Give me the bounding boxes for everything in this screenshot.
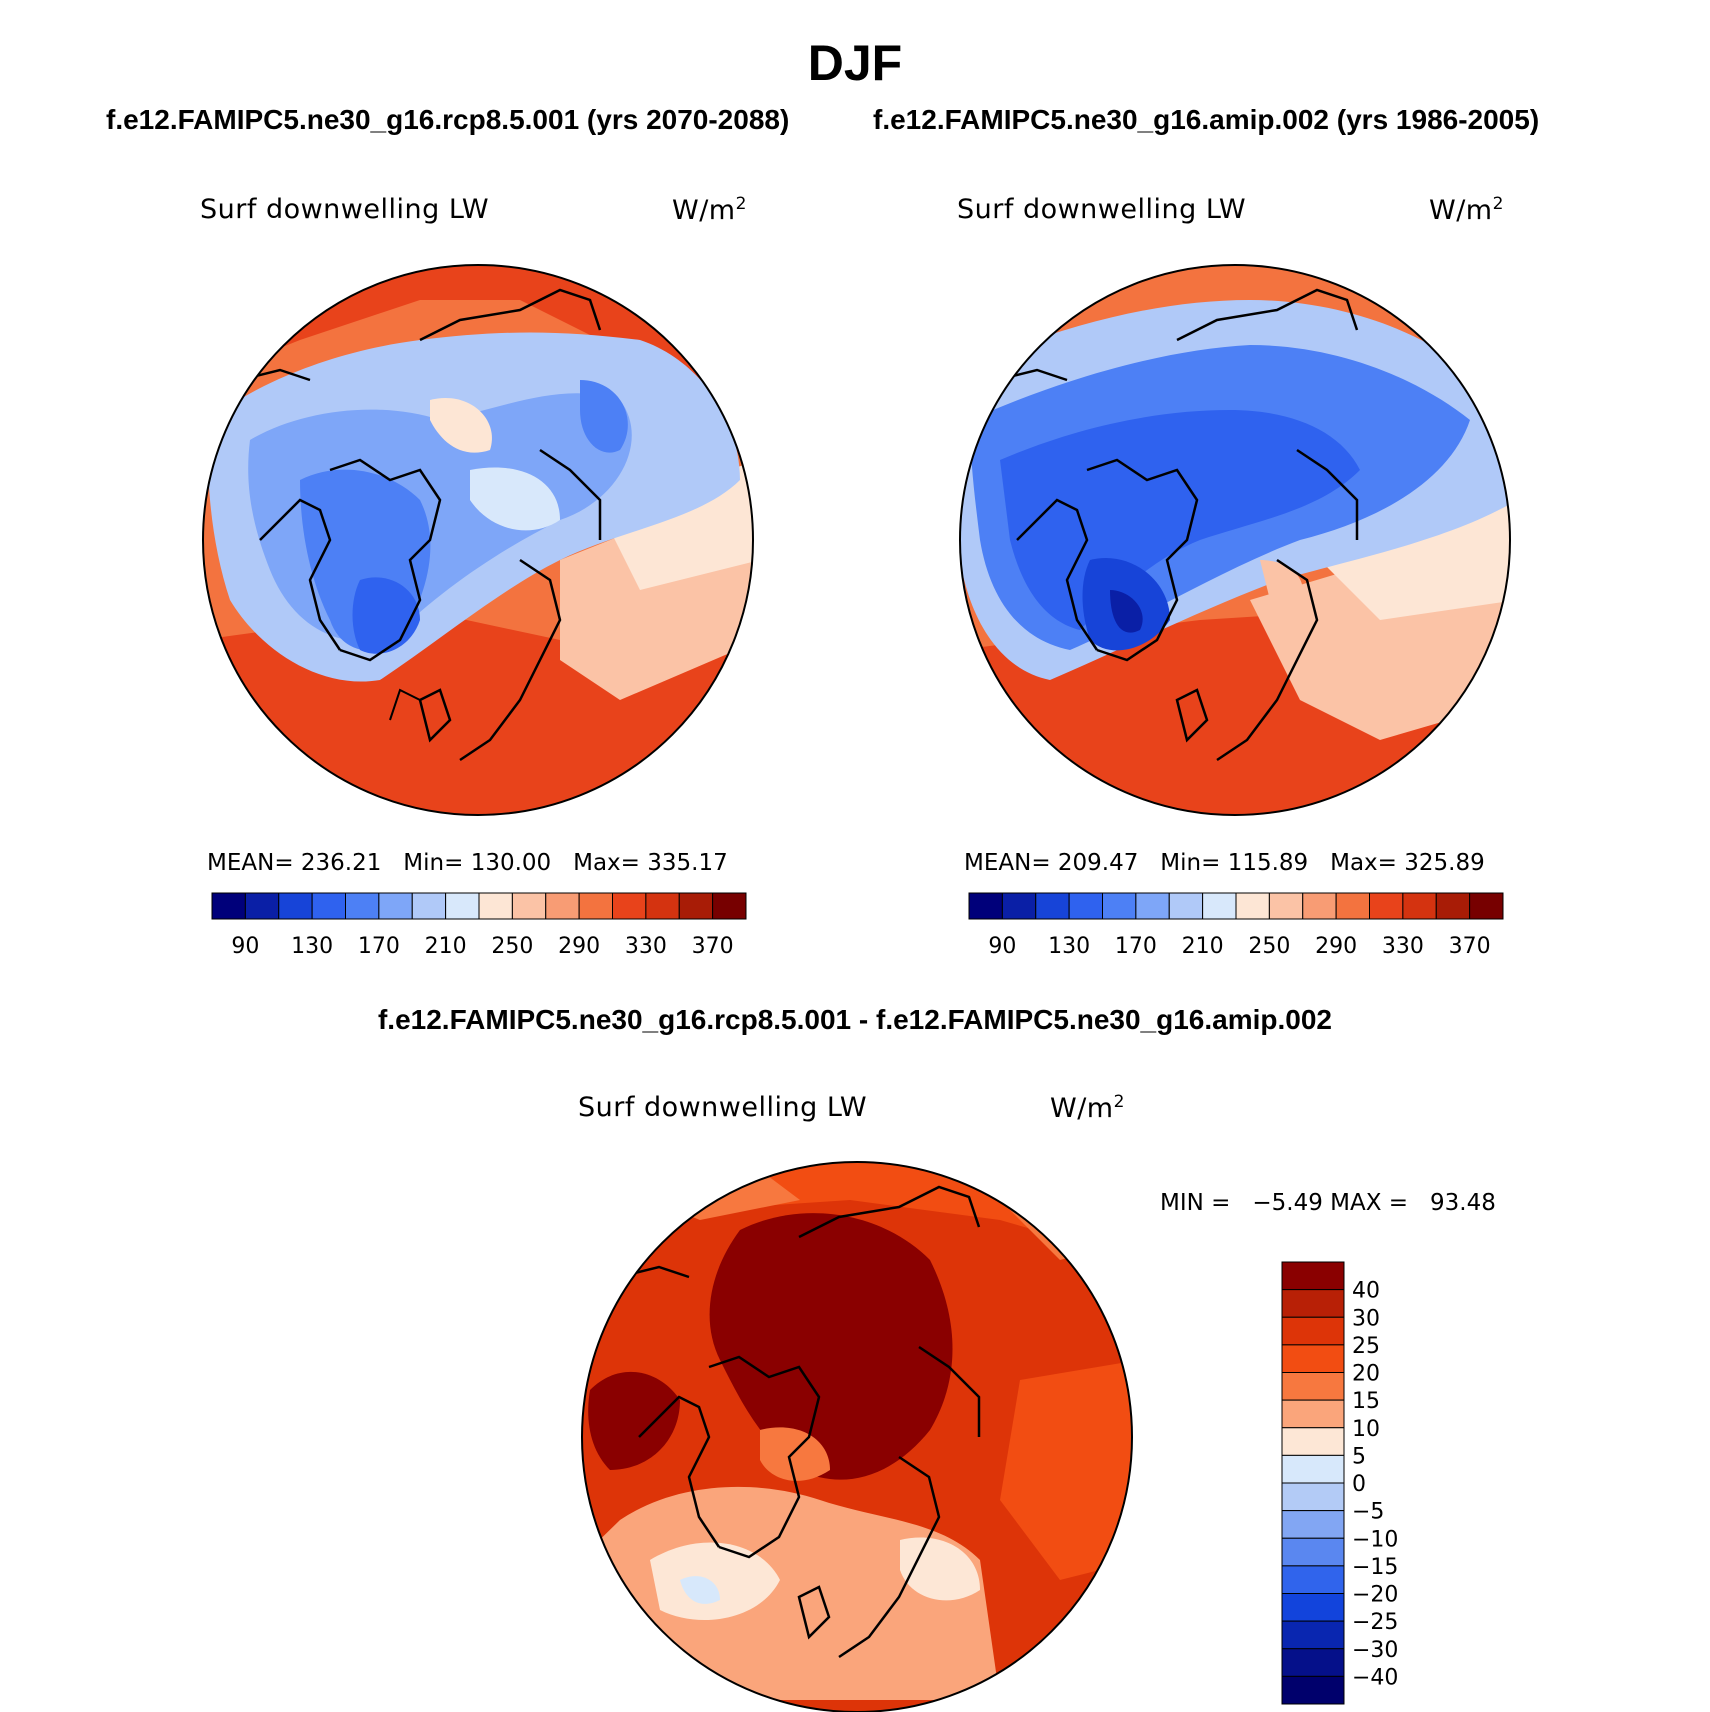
panel-3-colorbar-box [1281,1593,1345,1622]
panel-3-colorbar-box [1281,1261,1345,1291]
panel-1-colorbar-tick-label: 130 [291,934,333,959]
panel-1-colorbar-tick-label: 90 [231,934,259,959]
panel-3-colorbar-tick-label: −30 [1352,1638,1398,1663]
panel-1-colorbar-box [244,892,280,920]
panel-1-colorbar-tick-label: 290 [558,934,600,959]
map-1-field [203,265,753,815]
panel-2-colorbar-box [1302,892,1337,920]
panel-2-colorbar-box [1335,892,1370,920]
panel-3-colorbar-tick-label: 0 [1352,1472,1366,1497]
panel-2-colorbar-box [968,892,1003,920]
panel-3-units: W/m2 [1050,1092,1125,1124]
panel-3-colorbar-box [1281,1620,1345,1650]
panel-2-units: W/m2 [1429,194,1504,226]
panel-1-colorbar-box [445,892,480,920]
panel-3-colorbar-box [1281,1482,1345,1512]
panel-1-colorbar-box [378,892,413,920]
panel-3-colorbar-box [1281,1537,1345,1567]
panel-1-colorbar: 90 130 170 210 250 290 330 370 [211,892,747,959]
panel-1-colorbar-tick-label: 330 [625,934,667,959]
panel-2-colorbar-box [1402,892,1437,920]
panel-1-colorbar-box [311,892,346,920]
panel-2-colorbar-box [1369,892,1404,920]
panel-3-colorbar-tick-label: −40 [1352,1665,1398,1690]
map-2-field [960,265,1510,815]
panel-3-colorbar-tick-label: −5 [1352,1500,1384,1525]
panel-1-colorbar-tick-label: 210 [425,934,467,959]
panel-3-colorbar-box [1281,1565,1345,1594]
panel-3-colorbar-box [1281,1316,1345,1346]
panel-3-colorbar-tick-label: 5 [1352,1444,1366,1469]
panel-1-colorbar-box [511,892,547,920]
panel-2-colorbar-box [1202,892,1237,920]
panel-2-stats: MEAN= 209.47 Min= 115.89 Max= 325.89 [964,850,1485,876]
panel-3-colorbar-tick-label: −10 [1352,1527,1398,1552]
panel-2-colorbar-box [1135,892,1170,920]
panel-2-colorbar-box [1268,892,1304,920]
panel-3-colorbar-box [1281,1510,1345,1539]
panel-2-colorbar-box [1235,892,1270,920]
panel-1-variable-label: Surf downwelling LW [200,194,490,225]
panel-3-stats: MIN = −5.49 MAX = 93.48 [1160,1190,1496,1216]
panel-2-colorbar-tick-label: 250 [1248,934,1290,959]
panel-2-colorbar-tick-label: 130 [1048,934,1090,959]
panel-3-colorbar-box [1281,1289,1345,1318]
panel-3-colorbar-tick-label: 20 [1352,1362,1380,1387]
panel-2-colorbar-tick-label: 170 [1115,934,1157,959]
panel-3-colorbar-tick-label: 10 [1352,1417,1380,1442]
panel-3-colorbar-box [1281,1454,1345,1484]
panel-2-colorbar-tick-label: 290 [1315,934,1357,959]
panel-2-colorbar-box [1001,892,1037,920]
panel-3-colorbar-box [1281,1399,1345,1429]
panel-1-colorbar-box [545,892,580,920]
panel-1-stats: MEAN= 236.21 Min= 130.00 Max= 335.17 [207,850,728,876]
figure-title: DJF [807,35,903,91]
panel-3-colorbar-tick-label: −15 [1352,1555,1398,1580]
left-case-title: f.e12.FAMIPC5.ne30_g16.rcp8.5.001 (yrs 2… [106,104,790,135]
panel-3-colorbar-tick-label: 25 [1352,1334,1380,1359]
panel-2-colorbar-box [1168,892,1204,920]
panel-2-colorbar-box [1068,892,1103,920]
panel-1-colorbar-box [345,892,380,920]
panel-1-colorbar-box [578,892,613,920]
panel-2-colorbar-box [1035,892,1070,920]
panel-3-colorbar-box [1281,1372,1345,1401]
panel-2-colorbar-box [1469,892,1504,920]
difference-title: f.e12.FAMIPC5.ne30_g16.rcp8.5.001 - f.e1… [377,1004,1333,1035]
panel-1-colorbar-box [278,892,313,920]
panel-1-colorbar-tick-label: 370 [692,934,734,959]
panel-2-colorbar-tick-label: 210 [1182,934,1224,959]
panel-1-colorbar-tick-label: 170 [358,934,400,959]
panel-3-colorbar-tick-label: 15 [1352,1389,1380,1414]
panel-2-colorbar-box [1102,892,1137,920]
panel-1-colorbar-tick-label: 250 [491,934,533,959]
panel-1-colorbar-box [612,892,647,920]
panel-3-colorbar-tick-label: 30 [1352,1306,1380,1331]
panel-3-colorbar-box [1281,1675,1345,1705]
panel-1-colorbar-box [478,892,513,920]
panel-3-variable-label: Surf downwelling LW [578,1092,868,1123]
panel-2-colorbar-tick-label: 90 [988,934,1016,959]
panel-1-colorbar-box [712,892,747,920]
panel-1-colorbar-box [211,892,246,920]
panel-3-colorbar-tick-label: 40 [1352,1279,1380,1304]
right-case-title: f.e12.FAMIPC5.ne30_g16.amip.002 (yrs 198… [873,104,1540,135]
panel-3-colorbar-box [1281,1427,1345,1456]
panel-2-variable-label: Surf downwelling LW [957,194,1247,225]
panel-2-colorbar-box [1435,892,1471,920]
panel-1-colorbar-box [411,892,447,920]
panel-3-colorbar-box [1281,1344,1345,1373]
panel-2-colorbar: 90 130 170 210 250 290 330 370 [968,892,1504,959]
panel-1-colorbar-box [645,892,680,920]
panel-1-units: W/m2 [672,194,747,226]
panel-2-colorbar-tick-label: 370 [1449,934,1491,959]
panel-3-colorbar-tick-label: −20 [1352,1583,1398,1608]
panel-1-colorbar-box [678,892,714,920]
panel-2-colorbar-tick-label: 330 [1382,934,1424,959]
panel-3-colorbar-box [1281,1648,1345,1677]
panel-3-colorbar-tick-label: −25 [1352,1610,1398,1635]
